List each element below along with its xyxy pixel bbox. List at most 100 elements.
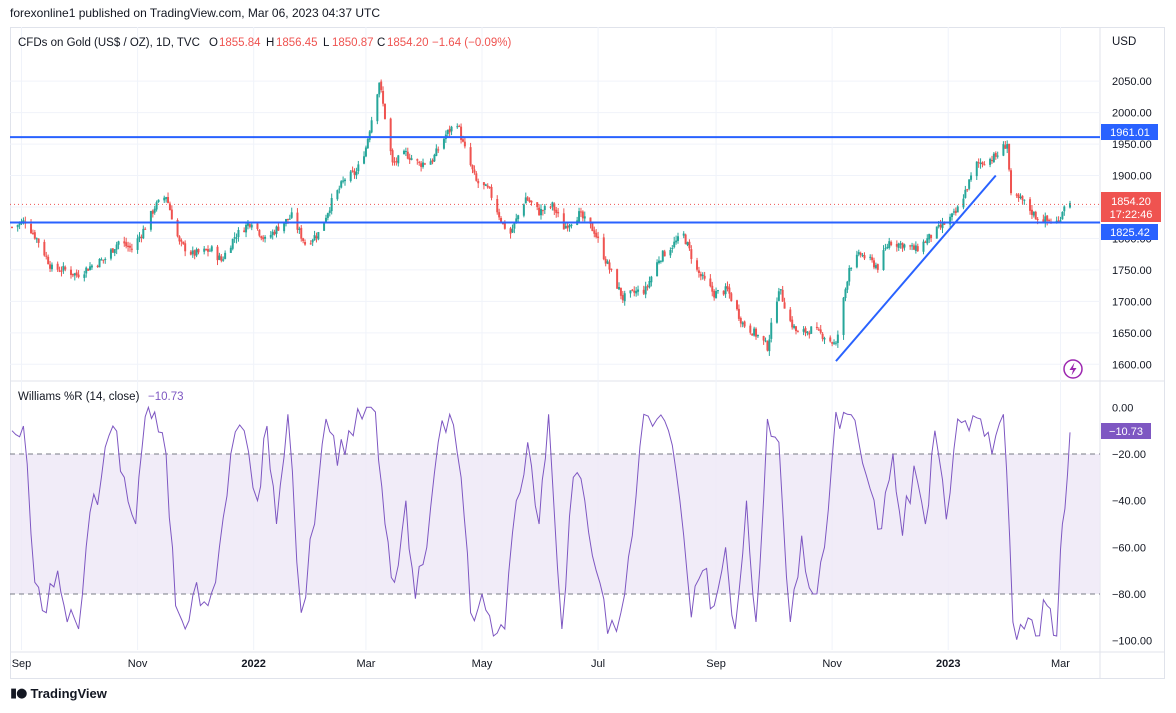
- candle-body: [844, 289, 847, 299]
- candle-body: [237, 229, 240, 238]
- candle-body: [899, 243, 902, 245]
- williams-r-panel: [10, 405, 1100, 640]
- candle-body: [180, 240, 183, 242]
- candle-body: [1048, 220, 1051, 222]
- candle-body: [1004, 145, 1007, 149]
- time-tick-label: Nov: [822, 658, 842, 670]
- candle-body: [298, 228, 301, 230]
- candle-body: [817, 329, 820, 331]
- price-tick-label: 1700.00: [1112, 296, 1152, 308]
- candle-body: [511, 229, 514, 233]
- candle-body: [703, 275, 706, 279]
- candle-body: [50, 264, 53, 270]
- candle-body: [716, 290, 719, 292]
- candle-body: [473, 169, 476, 173]
- open-value: 1855.84: [219, 37, 261, 49]
- candle-body: [460, 126, 463, 140]
- candle-body: [277, 226, 280, 231]
- candle-body: [646, 286, 649, 288]
- candle-body: [618, 287, 621, 290]
- candle-body: [553, 203, 556, 211]
- candle-body: [1057, 220, 1060, 222]
- candle-body: [260, 236, 263, 239]
- time-tick-label: Mar: [356, 658, 375, 670]
- candle-body: [218, 255, 221, 260]
- candle-body: [83, 274, 86, 278]
- candle-body: [882, 250, 885, 270]
- candle-body: [433, 154, 436, 162]
- candle-body: [1055, 220, 1058, 222]
- footer-brand: ▮● TradingView: [10, 686, 107, 701]
- time-tick-label: 2023: [936, 658, 960, 670]
- change-value: −1.64 (−0.09%): [432, 37, 511, 49]
- candle-body: [31, 232, 34, 234]
- candle-body: [538, 207, 541, 216]
- candle-body: [486, 185, 489, 188]
- currency-label: USD: [1112, 36, 1136, 48]
- candle-body: [290, 212, 293, 218]
- candle-body: [315, 236, 318, 239]
- time-tick-label: May: [472, 658, 493, 670]
- candle-body: [100, 259, 103, 261]
- candle-body: [543, 206, 546, 211]
- candle-body: [1032, 211, 1035, 216]
- candle-body: [863, 255, 866, 259]
- tradingview-logo-icon: ▮●: [10, 686, 27, 701]
- candle-body: [884, 248, 887, 250]
- candle-body: [977, 162, 980, 164]
- candle-body: [469, 147, 472, 166]
- candle-body: [642, 289, 645, 294]
- candle-body: [286, 218, 289, 220]
- candle-body: [503, 222, 506, 229]
- candle-body: [781, 289, 784, 302]
- candle-body: [981, 162, 984, 165]
- high-value: 1856.45: [276, 37, 318, 49]
- candle-body: [275, 226, 278, 234]
- candle-body: [210, 246, 213, 252]
- candle-body: [589, 217, 592, 224]
- candle-body: [796, 331, 799, 333]
- candle-body: [602, 237, 605, 260]
- price-tick-label: 1650.00: [1112, 328, 1152, 340]
- wr-tick-label: −60.00: [1112, 542, 1146, 554]
- lightning-icon[interactable]: [1063, 359, 1083, 379]
- candle-body: [610, 268, 613, 270]
- candle-body: [975, 161, 978, 177]
- candle-body: [806, 331, 809, 334]
- candle-body: [1023, 199, 1026, 201]
- candle-body: [167, 197, 170, 203]
- chart-axes: 2050.002000.001950.001900.001850.001800.…: [12, 76, 1152, 670]
- candle-body: [500, 218, 503, 223]
- candle-body: [258, 229, 261, 236]
- candle-body: [391, 150, 394, 163]
- candle-body: [684, 234, 687, 245]
- candle-body: [383, 103, 386, 119]
- candle-body: [182, 241, 185, 244]
- candle-body: [515, 218, 518, 223]
- candle-body: [115, 244, 118, 250]
- candle-body: [779, 289, 782, 291]
- candle-body: [777, 291, 780, 301]
- price-tick-label: 1950.00: [1112, 139, 1152, 151]
- candle-body: [313, 235, 316, 241]
- candle-body: [393, 161, 396, 163]
- candle-body: [111, 248, 114, 253]
- candle-body: [178, 236, 181, 242]
- candle-body: [943, 223, 946, 225]
- candle-body: [886, 246, 889, 249]
- wr-tick-label: −40.00: [1112, 496, 1146, 508]
- candle-body: [22, 220, 25, 223]
- candle-body: [406, 151, 409, 159]
- candle-body: [524, 197, 527, 204]
- candle-body: [1006, 144, 1009, 149]
- time-tick-label: Sep: [12, 658, 32, 670]
- candle-body: [833, 342, 836, 344]
- candle-body: [735, 300, 738, 310]
- candle-body: [743, 321, 746, 327]
- candle-body: [911, 245, 914, 247]
- candle-body: [370, 120, 373, 133]
- candle-body: [928, 233, 931, 240]
- candle-body: [463, 141, 466, 147]
- candle-body: [829, 337, 832, 342]
